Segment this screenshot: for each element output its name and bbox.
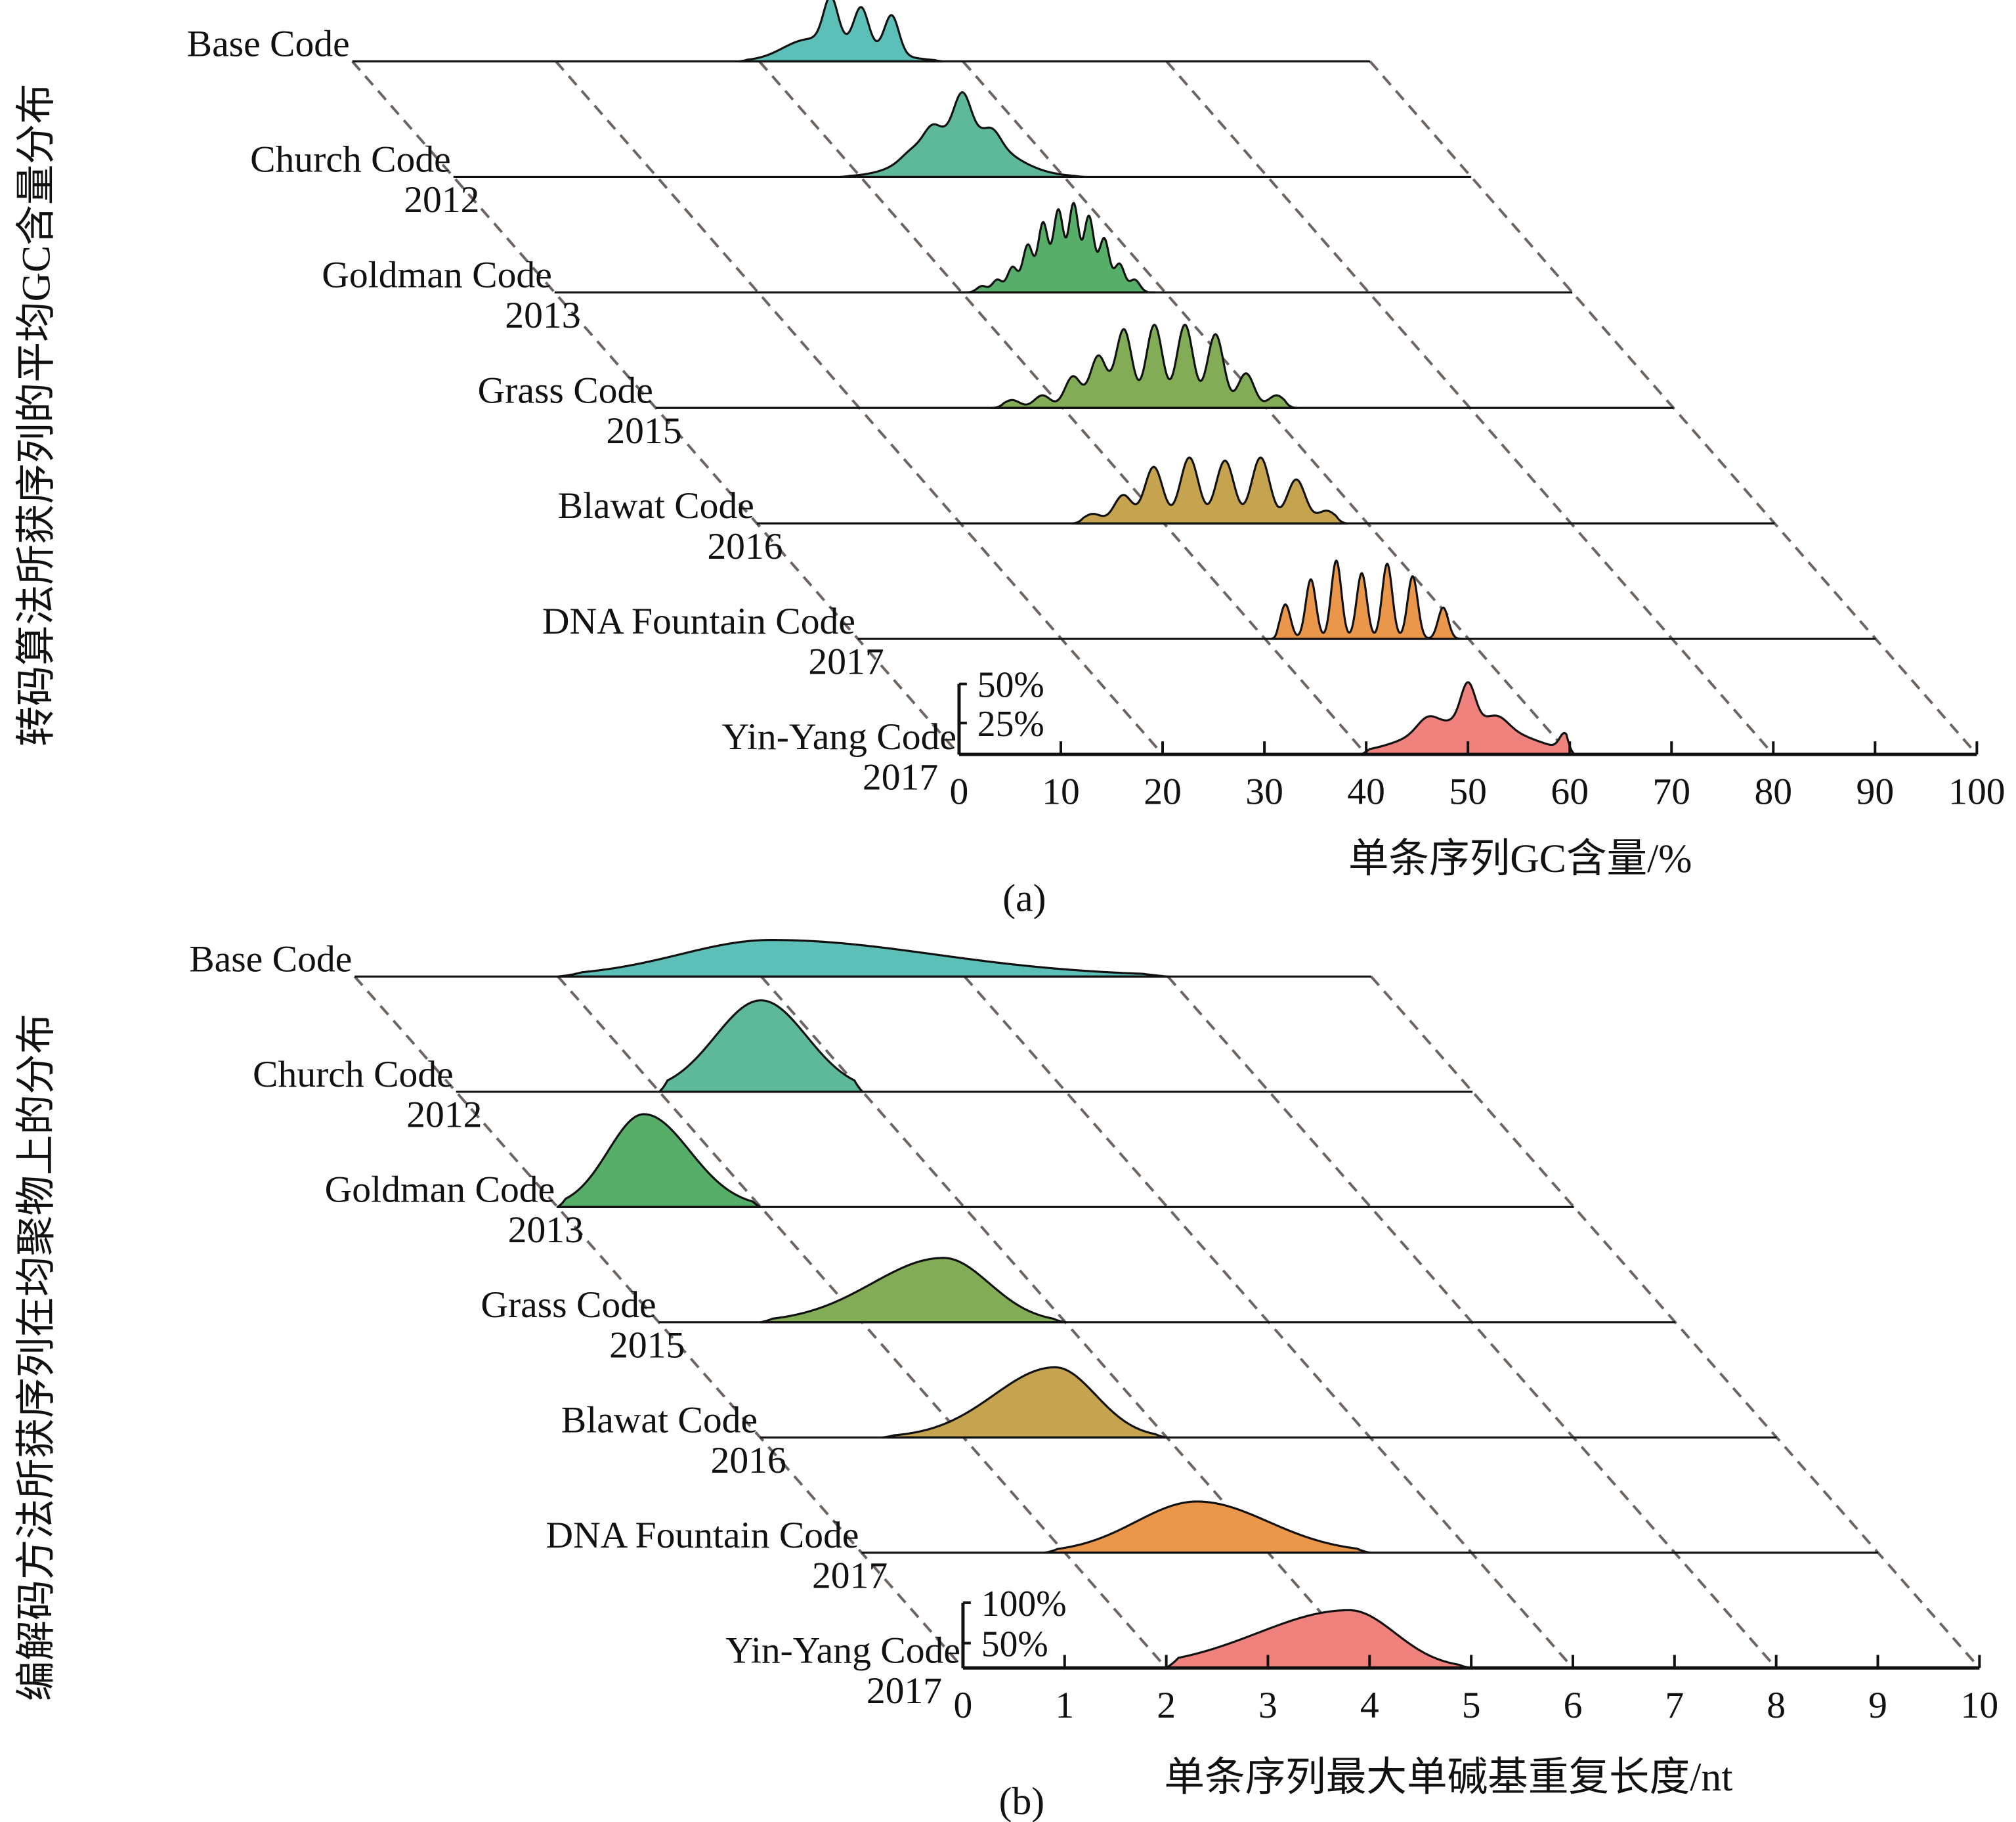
series-year-label: 2013 xyxy=(508,1209,584,1251)
x-tick-label: 30 xyxy=(1245,771,1283,813)
series-name-label: Blawat Code xyxy=(561,1399,758,1441)
density-outline xyxy=(1165,1609,1472,1669)
series-year-label: 2015 xyxy=(609,1324,685,1366)
density-outline xyxy=(1071,456,1348,525)
scale-label: 50% xyxy=(981,1624,1048,1664)
series-year-label: 2017 xyxy=(812,1555,888,1597)
series-name-label: Goldman Code xyxy=(322,254,552,295)
series-year-label: 2017 xyxy=(867,1670,942,1712)
x-axis-label: 单条序列GC含量/% xyxy=(1348,836,1692,881)
density-area xyxy=(739,0,943,62)
x-tick-label: 4 xyxy=(1360,1685,1379,1726)
series-name-label: Grass Code xyxy=(481,1284,656,1326)
series-name-label: Base Code xyxy=(189,938,352,980)
x-tick-label: 0 xyxy=(954,1685,973,1726)
x-tick-label: 50 xyxy=(1449,771,1487,813)
x-tick-label: 40 xyxy=(1347,771,1385,813)
x-tick-label: 10 xyxy=(1961,1685,1999,1726)
density-area xyxy=(991,324,1297,408)
series-year-label: 2017 xyxy=(808,641,884,683)
density-area xyxy=(840,92,1084,177)
density-area xyxy=(1044,1501,1370,1553)
scale-label: 50% xyxy=(977,665,1044,706)
density-outline xyxy=(1360,681,1576,756)
series-year-label: 2013 xyxy=(505,295,580,336)
density-outline xyxy=(881,1366,1168,1439)
density-outline xyxy=(960,202,1157,293)
x-tick-label: 10 xyxy=(1042,771,1080,813)
x-tick-label: 2 xyxy=(1157,1685,1176,1726)
x-tick-label: 6 xyxy=(1564,1685,1583,1726)
series-name-label: DNA Fountain Code xyxy=(546,1515,859,1556)
density-area xyxy=(659,1000,863,1092)
density-outline xyxy=(738,0,944,63)
density-area xyxy=(1270,560,1469,640)
series-name-label: Yin-Yang Code xyxy=(725,1630,960,1671)
series-name-label: Grass Code xyxy=(478,370,653,411)
x-axis-label: 单条序列最大单碱基重复长度/nt xyxy=(1164,1755,1732,1800)
series-name-label: Church Code xyxy=(253,1054,454,1095)
x-tick-label: 20 xyxy=(1144,771,1182,813)
panel-label: (b) xyxy=(999,1779,1045,1822)
series-name-label: Yin-Yang Code xyxy=(721,716,956,758)
series-name-label: Base Code xyxy=(187,24,350,65)
series-year-label: 2012 xyxy=(404,179,479,221)
x-tick-label: 8 xyxy=(1767,1685,1786,1726)
density-area xyxy=(760,1257,1065,1322)
x-tick-label: 7 xyxy=(1665,1685,1684,1726)
x-tick-label: 100 xyxy=(1948,771,2005,813)
density-outline xyxy=(839,91,1086,179)
panel-label: (a) xyxy=(1002,877,1046,920)
density-outline xyxy=(759,1257,1067,1324)
density-area xyxy=(557,1114,761,1207)
density-outline xyxy=(557,939,1169,978)
x-tick-label: 9 xyxy=(1868,1685,1887,1726)
series-year-label: 2015 xyxy=(606,410,681,452)
x-tick-label: 3 xyxy=(1258,1685,1277,1726)
y-axis-label: 转码算法所获序列的平均GC含量分布 xyxy=(14,83,59,747)
density-area xyxy=(1166,1610,1472,1668)
x-tick-label: 0 xyxy=(950,771,969,813)
x-tick-label: 90 xyxy=(1856,771,1895,813)
density-outline xyxy=(1269,559,1470,640)
density-outline xyxy=(1043,1500,1371,1554)
density-outline xyxy=(556,1113,762,1208)
x-tick-label: 80 xyxy=(1754,771,1792,813)
scale-label: 25% xyxy=(977,704,1044,745)
series-year-label: 2016 xyxy=(707,526,783,567)
series-name-label: Blawat Code xyxy=(558,485,754,527)
x-tick-label: 1 xyxy=(1055,1685,1074,1726)
x-tick-label: 60 xyxy=(1551,771,1589,813)
series-year-label: 2012 xyxy=(406,1094,482,1135)
y-axis-label: 编解码方法所获序列在均聚物上的分布 xyxy=(14,1014,59,1701)
density-outline xyxy=(658,999,864,1093)
series-name-label: DNA Fountain Code xyxy=(542,601,855,642)
series-year-label: 2017 xyxy=(863,757,938,798)
x-tick-label: 70 xyxy=(1652,771,1690,813)
series-year-label: 2016 xyxy=(711,1440,786,1481)
scale-label: 100% xyxy=(981,1584,1067,1624)
density-area xyxy=(1361,682,1575,754)
series-name-label: Goldman Code xyxy=(325,1169,555,1210)
series-name-label: Church Code xyxy=(250,139,451,180)
density-outline xyxy=(990,324,1298,409)
density-area xyxy=(882,1367,1167,1438)
x-tick-label: 5 xyxy=(1462,1685,1481,1726)
density-area xyxy=(557,940,1168,977)
